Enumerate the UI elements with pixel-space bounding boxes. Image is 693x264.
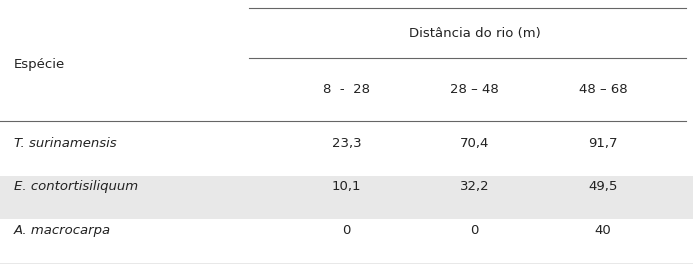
Text: 10,1: 10,1 <box>332 180 361 193</box>
Text: 32,2: 32,2 <box>460 180 489 193</box>
Text: 70,4: 70,4 <box>460 137 489 150</box>
Text: 48 – 68: 48 – 68 <box>579 83 627 96</box>
Text: Espécie: Espécie <box>14 58 65 71</box>
Text: 8  -  28: 8 - 28 <box>323 83 370 96</box>
Text: 49,5: 49,5 <box>588 180 617 193</box>
Text: 91,7: 91,7 <box>588 137 617 150</box>
FancyBboxPatch shape <box>0 176 693 219</box>
Text: 0: 0 <box>471 224 479 237</box>
Text: T. surinamensis: T. surinamensis <box>14 137 116 150</box>
Text: 0: 0 <box>342 224 351 237</box>
Text: 40: 40 <box>595 224 611 237</box>
Text: 23,3: 23,3 <box>332 137 361 150</box>
FancyBboxPatch shape <box>0 263 693 264</box>
Text: E. contortisiliquum: E. contortisiliquum <box>14 180 138 193</box>
Text: A. macrocarpa: A. macrocarpa <box>14 224 111 237</box>
Text: 28 – 48: 28 – 48 <box>450 83 499 96</box>
Text: Distância do rio (m): Distância do rio (m) <box>409 26 541 40</box>
